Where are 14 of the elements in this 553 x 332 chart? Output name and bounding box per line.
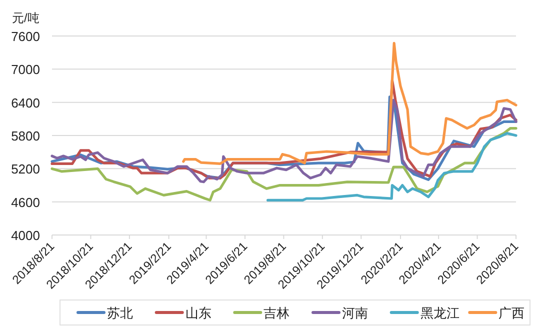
y-tick-label: 4000 (11, 228, 40, 243)
legend-label: 黑龙江 (420, 306, 460, 320)
y-tick-label: 5800 (11, 128, 40, 144)
legend-label: 山东 (185, 306, 212, 320)
y-tick-label: 7000 (11, 62, 40, 78)
y-tick-label: 7600 (11, 29, 40, 44)
legend-label: 广西 (498, 306, 525, 320)
y-axis-title: 元/吨 (12, 11, 40, 25)
legend-label: 苏北 (107, 306, 133, 320)
y-tick-label: 5200 (11, 162, 40, 177)
legend-label: 河南 (342, 306, 368, 320)
y-tick-label: 6400 (11, 95, 40, 110)
y-tick-label: 4600 (11, 194, 40, 210)
legend-label: 吉林 (264, 306, 290, 320)
